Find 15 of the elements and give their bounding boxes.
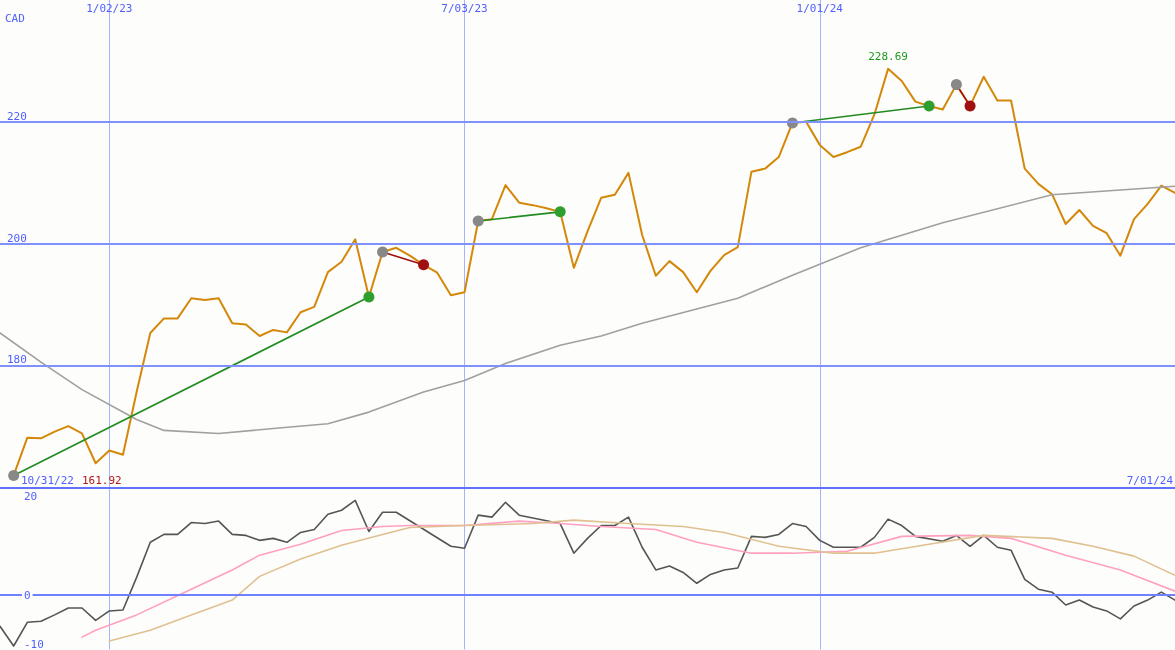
annotation: 10/31/22 <box>21 474 74 487</box>
y-tick-label: 200 <box>7 231 27 245</box>
y-tick-label: 20 <box>24 489 38 503</box>
y-tick-label: -10 <box>24 638 44 650</box>
line-series <box>0 499 1175 647</box>
y-tick-label: 220 <box>7 109 27 123</box>
x-tick-label: 7/03/23 <box>441 2 488 15</box>
annotation: 7/01/24 <box>1126 474 1174 487</box>
y-axis-title: CAD <box>5 12 25 25</box>
y-tick-label: 0 <box>24 588 31 602</box>
x-tick-label: 1/02/23 <box>86 2 133 15</box>
annotation: 228.69 <box>868 49 908 63</box>
annotation: 161.92 <box>82 474 122 487</box>
x-tick-label: 1/01/24 <box>796 2 844 15</box>
y-tick-label: 180 <box>7 353 27 367</box>
